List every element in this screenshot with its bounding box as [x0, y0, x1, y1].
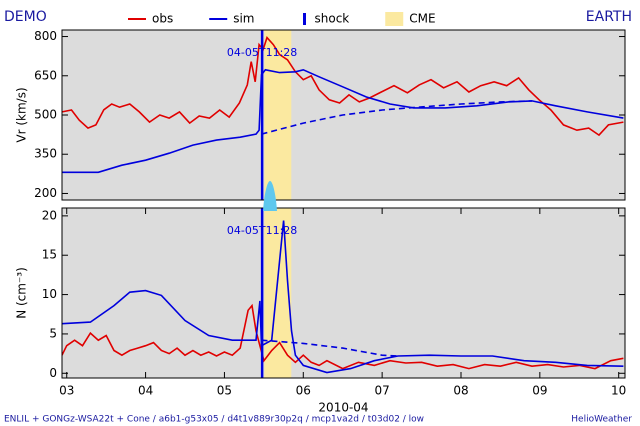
series-line	[261, 339, 398, 357]
y-tick-label: 0	[49, 366, 57, 380]
shock-label: 04-05T11:28	[227, 46, 297, 59]
x-tick-label: 09	[532, 384, 547, 398]
plot-frame	[61, 29, 626, 201]
footer-right: HelioWeather	[571, 415, 632, 425]
series-line	[62, 220, 624, 374]
y-tick-label: 10	[42, 287, 57, 301]
header-left: DEMO	[4, 9, 47, 25]
cone-icon	[263, 181, 277, 211]
cme-band	[264, 208, 292, 378]
series-line	[62, 68, 624, 174]
plot-frame	[61, 207, 626, 379]
series-line	[261, 100, 533, 135]
y-tick-label: 20	[42, 208, 57, 222]
x-tick-label: 04	[138, 384, 153, 398]
y-axis-label: N (cm⁻³)	[15, 267, 29, 319]
y-tick-label: 800	[34, 29, 57, 43]
legend-label: obs	[152, 12, 173, 26]
x-tick-label: 03	[59, 384, 74, 398]
x-tick-label: 08	[453, 384, 468, 398]
y-tick-label: 500	[34, 108, 57, 122]
y-tick-label: 350	[34, 147, 57, 161]
x-tick-label: 06	[296, 384, 311, 398]
legend-label: CME	[409, 12, 435, 26]
x-tick-label: 07	[374, 384, 389, 398]
y-axis-label: Vr (km/s)	[15, 87, 29, 142]
x-tick-label: 10	[611, 384, 626, 398]
shock-label: 04-05T11:28	[227, 224, 297, 237]
y-tick-label: 15	[42, 248, 57, 262]
plot-area	[62, 208, 625, 378]
y-tick-label: 650	[34, 68, 57, 82]
y-tick-label: 5	[49, 326, 57, 340]
footer-left: ENLIL + GONGz-WSA22t + Cone / a6b1-g53x0…	[4, 415, 424, 425]
x-tick-label: 05	[217, 384, 232, 398]
legend-label: sim	[233, 12, 254, 26]
cme-band	[264, 30, 292, 200]
header-right: EARTH	[586, 9, 632, 25]
x-axis-label: 2010-04	[318, 401, 368, 415]
legend-label: shock	[315, 12, 350, 26]
legend-swatch	[385, 12, 404, 26]
y-tick-label: 200	[34, 186, 57, 200]
